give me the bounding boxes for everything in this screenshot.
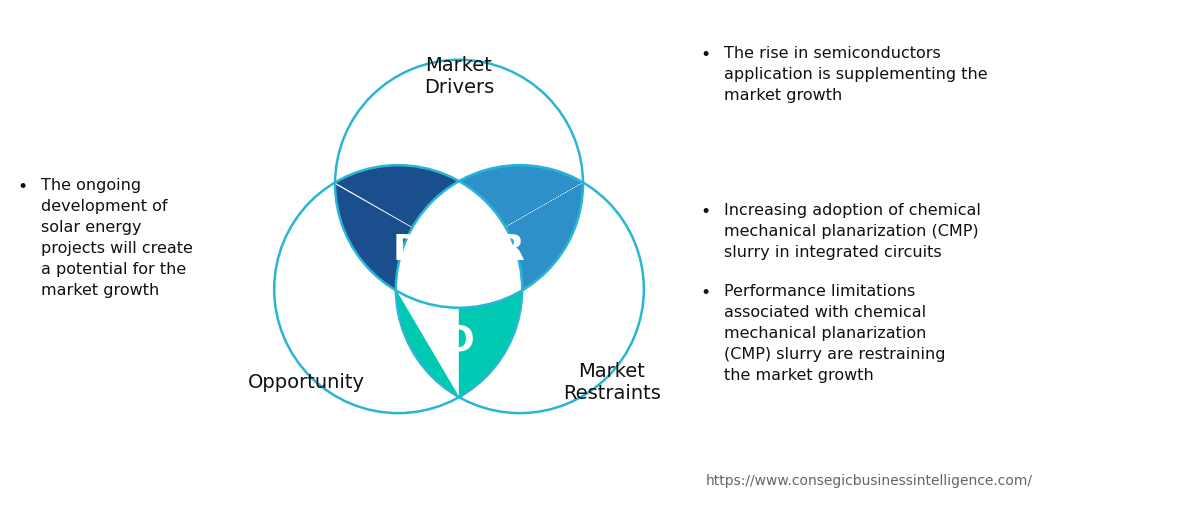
Text: Opportunity: Opportunity (247, 373, 365, 392)
Polygon shape (335, 165, 523, 308)
Text: •: • (700, 46, 711, 64)
Text: O: O (444, 324, 474, 358)
Text: •: • (700, 203, 711, 221)
Text: D: D (393, 233, 423, 267)
Polygon shape (395, 165, 583, 308)
Text: •: • (18, 178, 28, 196)
Text: The ongoing
development of
solar energy
projects will create
a potential for the: The ongoing development of solar energy … (41, 178, 193, 298)
Text: Market
Drivers: Market Drivers (424, 56, 494, 97)
Text: •: • (700, 284, 711, 302)
Polygon shape (395, 181, 523, 397)
Text: The rise in semiconductors
application is supplementing the
market growth: The rise in semiconductors application i… (724, 46, 988, 103)
Polygon shape (395, 181, 523, 308)
Text: Market
Restraints: Market Restraints (563, 362, 660, 403)
Text: https://www.consegicbusinessintelligence.com/: https://www.consegicbusinessintelligence… (706, 473, 1033, 488)
Text: R: R (497, 233, 524, 267)
Text: Performance limitations
associated with chemical
mechanical planarization
(CMP) : Performance limitations associated with … (724, 284, 945, 384)
Text: Increasing adoption of chemical
mechanical planarization (CMP)
slurry in integra: Increasing adoption of chemical mechanic… (724, 203, 980, 260)
